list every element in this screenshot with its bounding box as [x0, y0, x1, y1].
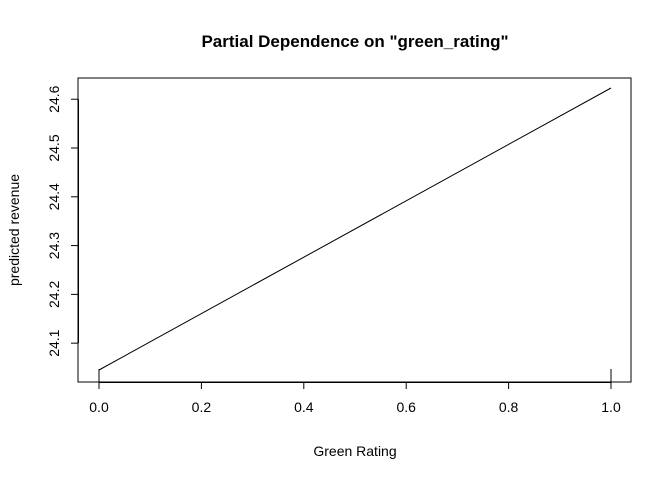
- chart-title: Partial Dependence on "green_rating": [201, 32, 508, 51]
- y-tick-label: 24.3: [46, 232, 62, 259]
- series-line: [98, 87, 612, 371]
- y-tick-label: 24.5: [46, 134, 62, 161]
- y-tick-label: 24.4: [46, 183, 62, 210]
- x-axis: 0.0 0.2 0.4 0.6 0.8 1.0: [89, 382, 621, 415]
- x-tick-label: 1.0: [601, 399, 621, 415]
- y-axis: 24.1 24.2 24.3 24.4 24.5 24.6: [46, 85, 79, 357]
- x-axis-title: Green Rating: [313, 443, 396, 459]
- x-tick-label: 0.0: [89, 399, 109, 415]
- y-tick-label: 24.6: [46, 85, 62, 112]
- y-tick-label: 24.1: [46, 329, 62, 356]
- y-tick-label: 24.2: [46, 281, 62, 308]
- x-tick-label: 0.6: [396, 399, 416, 415]
- x-tick-label: 0.8: [499, 399, 519, 415]
- x-tick-label: 0.4: [294, 399, 314, 415]
- series-group: [98, 87, 612, 371]
- x-tick-label: 0.2: [192, 399, 212, 415]
- rug-marks: [98, 369, 612, 382]
- y-axis-title: predicted revenue: [6, 174, 22, 286]
